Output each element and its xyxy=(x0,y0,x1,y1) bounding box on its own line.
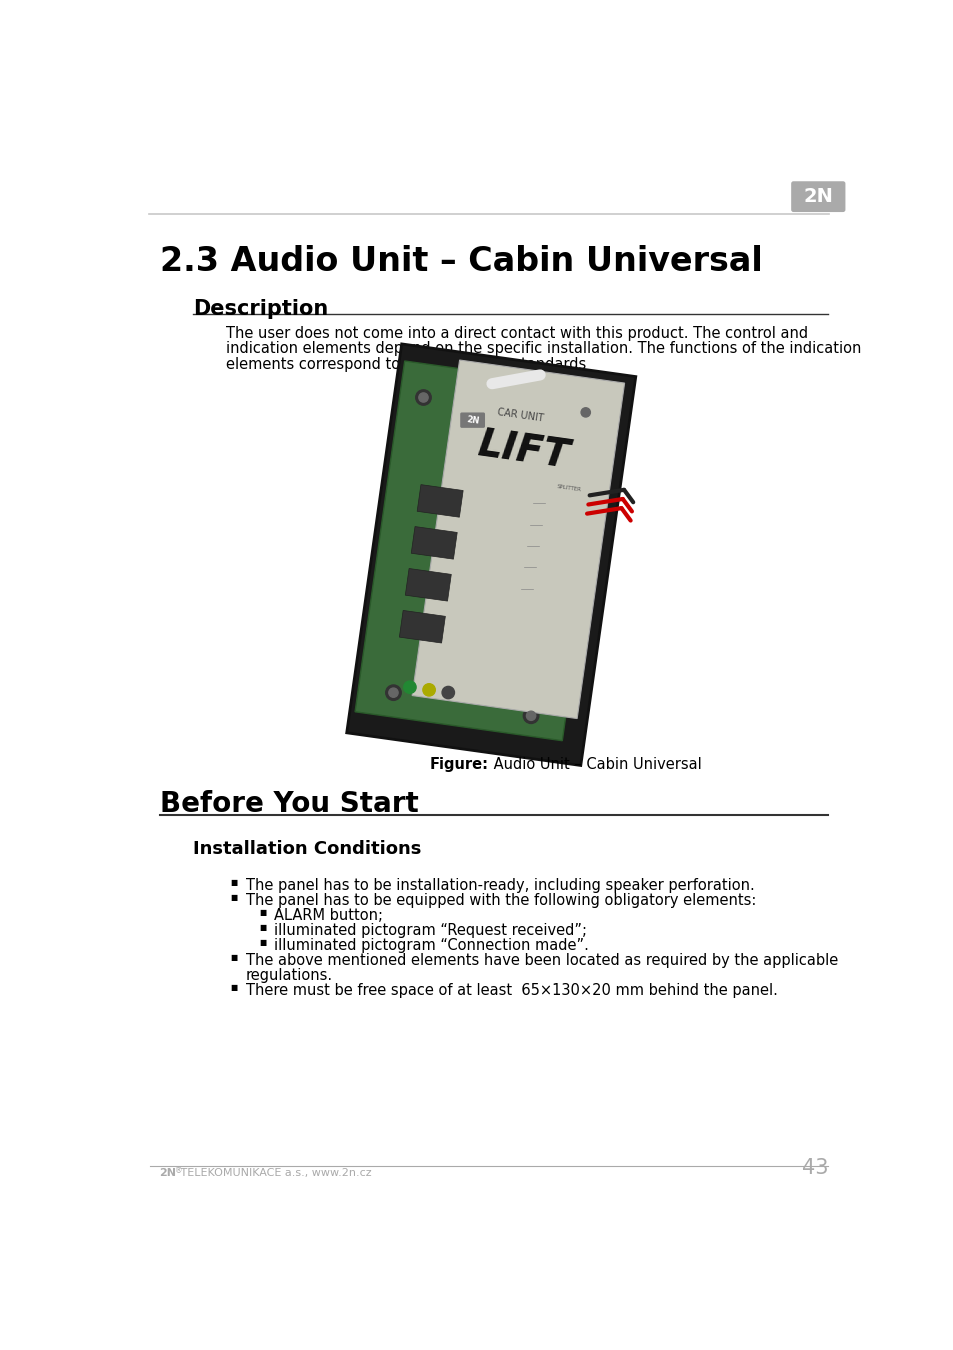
Text: Installation Conditions: Installation Conditions xyxy=(193,840,421,857)
FancyBboxPatch shape xyxy=(459,413,484,428)
Text: ■: ■ xyxy=(258,909,266,917)
Circle shape xyxy=(580,408,590,417)
Text: ■: ■ xyxy=(230,983,237,992)
Polygon shape xyxy=(411,526,456,559)
Polygon shape xyxy=(416,485,462,517)
Text: TELEKOMUNIKACE a.s., www.2n.cz: TELEKOMUNIKACE a.s., www.2n.cz xyxy=(176,1168,371,1179)
Text: 2N: 2N xyxy=(465,414,479,425)
Text: ■: ■ xyxy=(230,878,237,887)
Text: SPLITTER: SPLITTER xyxy=(556,483,580,493)
Text: ■: ■ xyxy=(258,923,266,932)
Polygon shape xyxy=(405,568,451,601)
Text: regulations.: regulations. xyxy=(245,968,333,983)
Text: ■: ■ xyxy=(258,938,266,948)
Circle shape xyxy=(578,405,593,420)
Text: 2N: 2N xyxy=(159,1168,176,1179)
Text: Figure:: Figure: xyxy=(430,757,488,772)
Text: 43: 43 xyxy=(801,1158,827,1179)
Text: The panel has to be equipped with the following obligatory elements:: The panel has to be equipped with the fo… xyxy=(245,894,755,909)
Text: Description: Description xyxy=(193,300,328,319)
Text: Audio Unit – Cabin Universal: Audio Unit – Cabin Universal xyxy=(488,757,701,772)
Text: ■: ■ xyxy=(230,894,237,902)
Circle shape xyxy=(418,393,428,402)
Text: The panel has to be installation-ready, including speaker perforation.: The panel has to be installation-ready, … xyxy=(245,878,754,894)
Circle shape xyxy=(389,688,397,698)
Text: 2N: 2N xyxy=(802,188,832,207)
Polygon shape xyxy=(412,360,624,718)
Circle shape xyxy=(441,686,454,699)
Text: 2.3 Audio Unit – Cabin Universal: 2.3 Audio Unit – Cabin Universal xyxy=(159,246,761,278)
Text: ■: ■ xyxy=(230,953,237,963)
Text: elements correspond to the applicable standards: elements correspond to the applicable st… xyxy=(226,356,586,371)
Polygon shape xyxy=(346,344,635,765)
Circle shape xyxy=(416,390,431,405)
Circle shape xyxy=(526,711,536,721)
Text: illuminated pictogram “Connection made”.: illuminated pictogram “Connection made”. xyxy=(274,938,589,953)
Text: ALARM button;: ALARM button; xyxy=(274,909,383,923)
Circle shape xyxy=(403,680,416,694)
Text: CAR UNIT: CAR UNIT xyxy=(496,406,543,424)
Text: Before You Start: Before You Start xyxy=(159,790,417,818)
Polygon shape xyxy=(399,610,445,643)
Text: LIFT: LIFT xyxy=(475,425,571,475)
Text: illuminated pictogram “Request received”;: illuminated pictogram “Request received”… xyxy=(274,923,587,938)
FancyBboxPatch shape xyxy=(790,181,844,212)
Text: The user does not come into a direct contact with this product. The control and: The user does not come into a direct con… xyxy=(226,325,807,342)
Circle shape xyxy=(523,707,538,724)
Text: There must be free space of at least  65×130×20 mm behind the panel.: There must be free space of at least 65×… xyxy=(245,983,777,998)
Circle shape xyxy=(422,683,435,697)
Text: The above mentioned elements have been located as required by the applicable: The above mentioned elements have been l… xyxy=(245,953,837,968)
Circle shape xyxy=(385,684,401,701)
Text: ®: ® xyxy=(174,1166,182,1176)
Polygon shape xyxy=(355,360,611,741)
Text: indication elements depend on the specific installation. The functions of the in: indication elements depend on the specif… xyxy=(226,342,861,356)
